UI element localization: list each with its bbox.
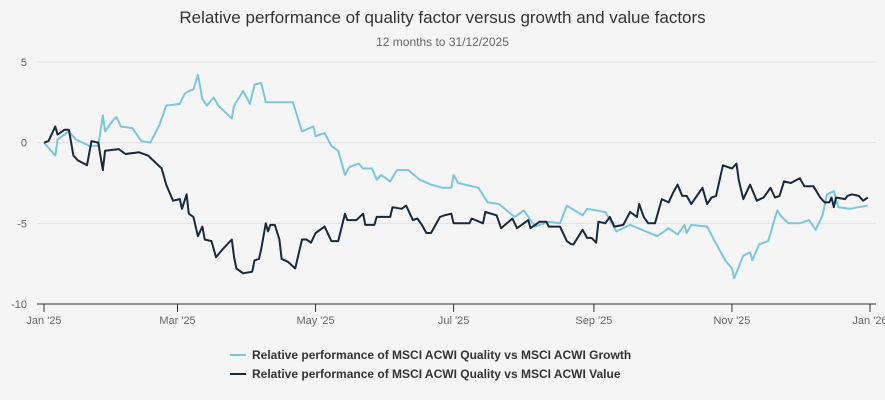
x-tick-label: Mar '25	[159, 315, 195, 327]
x-tick-label: Sep '25	[575, 315, 612, 327]
y-tick-label: 5	[21, 57, 27, 69]
series-line-growth	[43, 73, 868, 280]
legend-label-value: Relative performance of MSCI ACWI Qualit…	[252, 366, 621, 381]
y-tick-label: 0	[21, 138, 27, 150]
chart-subtitle: 12 months to 31/12/2025	[376, 35, 509, 49]
legend-swatch-growth	[230, 353, 246, 356]
x-tick-label: Jan '26	[852, 315, 885, 327]
y-tick-label: -10	[11, 299, 27, 311]
x-tick-label: Jul '25	[438, 315, 469, 327]
x-tick-label: May '25	[296, 315, 334, 327]
legend: Relative performance of MSCI ACWI Qualit…	[230, 345, 631, 383]
legend-item-growth[interactable]: Relative performance of MSCI ACWI Qualit…	[230, 345, 631, 364]
legend-label-growth: Relative performance of MSCI ACWI Qualit…	[252, 347, 632, 362]
chart-title: Relative performance of quality factor v…	[179, 8, 706, 27]
x-tick-label: Nov '25	[713, 315, 750, 327]
series-line-value	[43, 125, 869, 275]
legend-swatch-value	[230, 372, 246, 375]
y-tick-label: -5	[17, 218, 27, 230]
legend-item-value[interactable]: Relative performance of MSCI ACWI Qualit…	[230, 364, 631, 383]
x-tick-label: Jan '25	[26, 315, 61, 327]
